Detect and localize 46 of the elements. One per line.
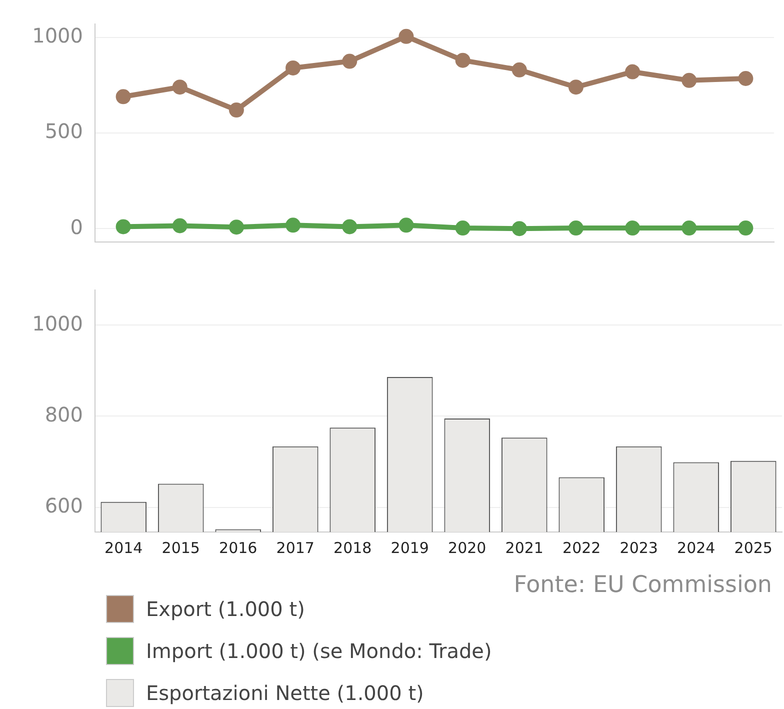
x-tick-label: 2020 xyxy=(448,538,486,557)
x-tick-label: 2014 xyxy=(104,538,143,557)
point xyxy=(286,218,301,233)
point xyxy=(682,220,697,236)
point xyxy=(342,219,358,234)
y-tick-label: 800 xyxy=(44,402,83,426)
point xyxy=(738,220,754,236)
point xyxy=(228,220,244,235)
x-tick-label: 2024 xyxy=(677,538,716,557)
point xyxy=(455,220,470,236)
y-tick-label: 0 xyxy=(70,214,83,239)
point xyxy=(286,60,301,76)
x-tick-label: 2025 xyxy=(734,538,772,557)
point xyxy=(625,64,640,80)
x-tick-label: 2022 xyxy=(562,538,601,557)
point xyxy=(568,80,584,95)
x-tick-label: 2017 xyxy=(276,538,314,557)
point xyxy=(738,71,754,86)
point xyxy=(455,52,470,68)
point xyxy=(625,220,640,236)
legend-label: Import (1.000 t) (se Mondo: Trade) xyxy=(146,639,492,663)
y-tick-label: 1000 xyxy=(32,311,83,336)
x-tick-label: 2021 xyxy=(505,538,544,557)
point xyxy=(568,220,584,236)
x-tick-label: 2019 xyxy=(390,538,429,557)
point xyxy=(342,54,358,69)
point xyxy=(512,221,527,236)
x-tick-label: 2023 xyxy=(620,538,658,557)
point xyxy=(398,218,414,233)
point xyxy=(512,62,527,78)
point xyxy=(172,218,188,234)
x-tick-label: 2016 xyxy=(219,538,258,557)
point xyxy=(682,72,697,88)
y-tick-label: 600 xyxy=(44,494,83,518)
point xyxy=(228,102,244,118)
point xyxy=(398,28,414,44)
y-tick-label: 500 xyxy=(44,119,83,144)
legend-label: Export (1.000 t) xyxy=(146,597,305,621)
point xyxy=(116,89,131,104)
source-note: Fonte: EU Commission xyxy=(514,572,772,598)
x-tick-label: 2018 xyxy=(334,538,372,557)
point xyxy=(172,80,188,95)
x-tick-label: 2015 xyxy=(162,538,200,557)
point xyxy=(116,219,131,234)
legend-label: Esportazioni Nette (1.000 t) xyxy=(146,681,424,705)
y-tick-label: 1000 xyxy=(32,24,83,48)
